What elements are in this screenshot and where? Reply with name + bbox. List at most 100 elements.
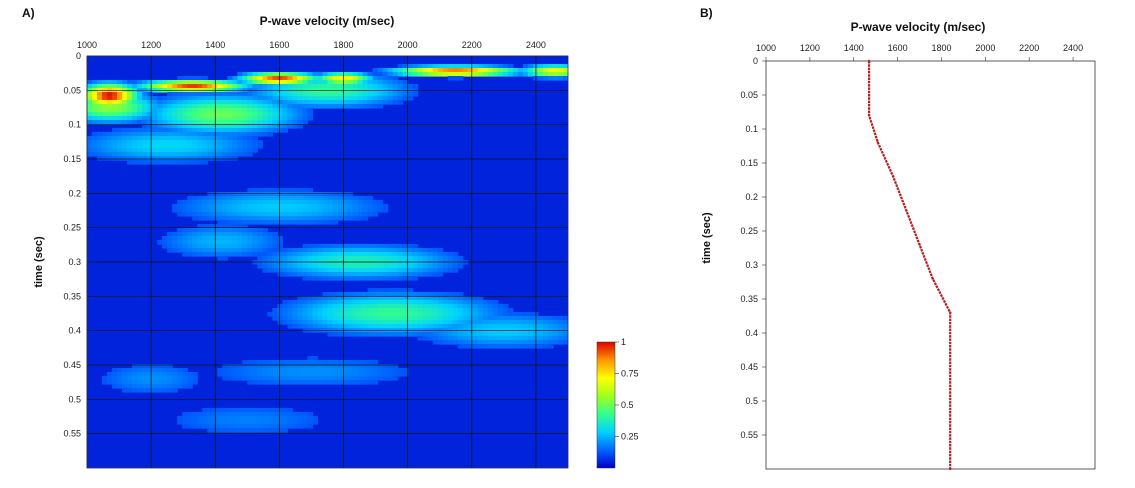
heatmap-cell [117,156,123,161]
heatmap-cell [282,376,289,381]
heatmap-cell [277,304,284,309]
heatmap-cell [367,288,374,293]
heatmap-cell [167,384,173,389]
heatmap-cell [227,156,233,161]
heatmap-cell [387,372,394,377]
heatmap-cell [87,80,93,85]
heatmap-cell [327,104,334,109]
heatmap-cell [177,104,183,109]
heatmap-cell [232,100,238,105]
heatmap-cell [222,204,228,209]
heatmap-cell [352,252,359,257]
heatmap-cell [222,224,228,229]
heatmap-cell [197,128,203,133]
heatmap-cell [257,196,263,201]
heatmap-cell [287,204,294,209]
heatmap-cell [347,300,354,305]
heatmap-cell [467,64,474,69]
heatmap-cell [197,92,203,97]
heatmap-cell [167,236,173,241]
heatmap-cell [242,148,248,153]
heatmap-cell [292,364,299,369]
heatmap-cell [242,120,248,125]
heatmap-cell [487,300,494,305]
heatmap-cell [427,332,434,337]
heatmap-cell [462,68,469,73]
heatmap-cell [257,244,263,249]
heatmap-cell [267,256,273,261]
heatmap-cell [432,248,439,253]
heatmap-cell [207,136,213,141]
heatmap-cell [187,380,193,385]
heatmap-cell [422,264,429,269]
heatmap-cell [107,80,113,85]
heatmap-cell [352,96,359,101]
heatmap-cell [347,244,354,249]
heatmap-cell [307,368,314,373]
heatmap-cell [172,368,178,373]
heatmap-cell [157,108,163,113]
heatmap-cell [367,324,374,329]
heatmap-cell [207,108,213,113]
heatmap-cell [282,128,289,133]
heatmap-cell [137,364,143,369]
heatmap-cell [287,112,294,117]
heatmap-cell [307,424,314,429]
heatmap-cell [312,104,319,109]
heatmap-cell [187,136,193,141]
heatmap-cell [337,360,344,365]
heatmap-cell [127,100,133,105]
heatmap-cell [502,312,509,317]
heatmap-cell [102,376,108,381]
heatmap-cell [252,424,258,429]
heatmap-cell [267,244,273,249]
heatmap-cell [392,328,399,333]
heatmap-cell [172,132,178,137]
heatmap-cell [442,296,449,301]
heatmap-cell [217,148,223,153]
heatmap-cell [417,296,424,301]
heatmap-cell [282,76,289,81]
heatmap-cell [437,72,444,77]
heatmap-cell [327,292,334,297]
heatmap-cell [262,408,268,413]
heatmap-cell [272,104,278,109]
heatmap-cell [187,104,193,109]
heatmap-cell [357,252,364,257]
heatmap-cell [157,116,163,121]
heatmap-cell [412,304,419,309]
heatmap-cell [332,220,339,225]
heatmap-cell [147,140,153,145]
heatmap-cell [552,64,559,69]
heatmap-cell [327,380,334,385]
heatmap-cell [182,212,188,217]
heatmap-cell [162,236,168,241]
heatmap-cell [147,380,153,385]
heatmap-cell [457,324,464,329]
heatmap-cell [257,256,263,261]
heatmap-cell [97,132,103,137]
heatmap-cell [552,340,559,345]
heatmap-cell [292,304,299,309]
heatmap-cell [292,76,299,81]
heatmap-cell [447,308,454,313]
heatmap-cell [237,80,243,85]
heatmap-cell [172,380,178,385]
heatmap-cell [167,128,173,133]
heatmap-cell [162,124,168,129]
heatmap-cell [267,92,273,97]
heatmap-cell [272,312,278,317]
y-tick-label: 0.45 [740,362,758,372]
heatmap-cell [387,296,394,301]
heatmap-cell [87,116,93,121]
heatmap-cell [337,328,344,333]
heatmap-cell [157,152,163,157]
heatmap-cell [167,136,173,141]
heatmap-cell [362,296,369,301]
heatmap-cell [407,316,414,321]
heatmap-cell [217,232,223,237]
heatmap-cell [242,124,248,129]
heatmap-cell [477,304,484,309]
heatmap-cell [247,84,253,89]
heatmap-cell [307,116,314,121]
